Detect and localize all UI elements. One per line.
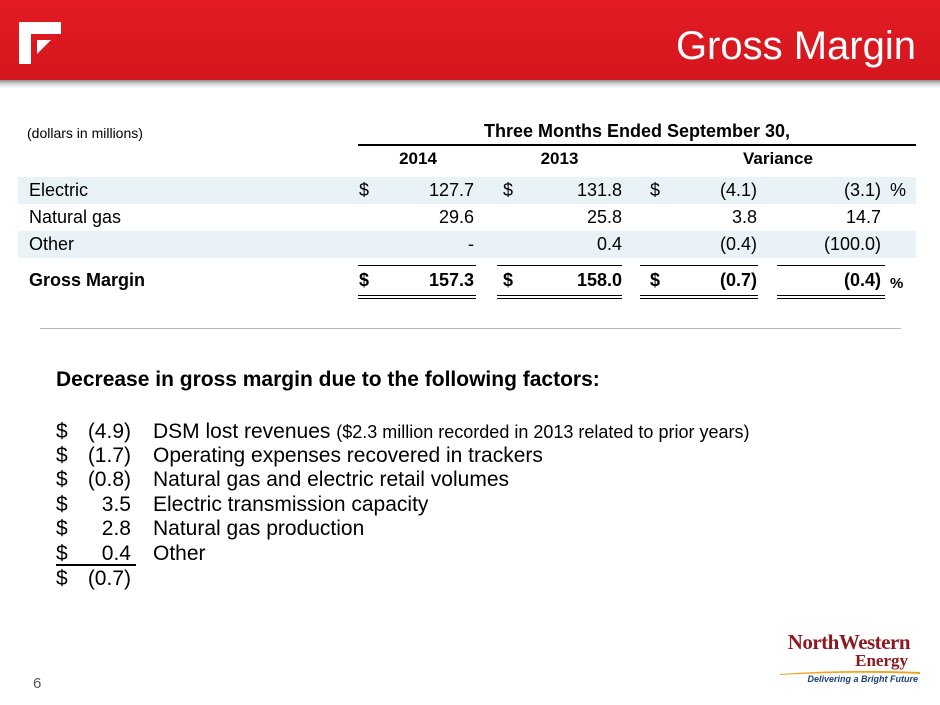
row-label: Other (29, 234, 75, 254)
factor-description: DSM lost revenues (153, 420, 331, 443)
total-rule-2014 (358, 265, 476, 266)
cell-variance-percent: 14.7 (845, 207, 881, 227)
total-rule-percent (777, 265, 885, 266)
table-row-other: Other - 0.4 (0.4) (100.0) (18, 231, 916, 258)
brand-energy: Energy (855, 651, 908, 670)
brand-name: NorthWestern (787, 630, 911, 654)
cell-percent-sign: % (890, 275, 904, 292)
factor-amount: (0.7) (87, 567, 131, 590)
cell-variance-currency: $ (650, 180, 661, 200)
period-header: Three Months Ended September 30, (483, 121, 791, 141)
factor-sum-underline (56, 564, 136, 566)
page-title: Gross Margin (675, 24, 916, 68)
cell-2013-value: 0.4 (596, 234, 622, 254)
factor-description: Operating expenses recovered in trackers (153, 444, 543, 467)
double-rule-variance-bottom (640, 298, 758, 299)
factor-description: Natural gas and electric retail volumes (153, 468, 509, 491)
cell-2014-value: 157.3 (428, 270, 474, 290)
total-rule-2013 (497, 265, 622, 266)
factor-currency: $ (56, 468, 68, 491)
factor-description: Electric transmission capacity (153, 493, 429, 516)
cell-variance-percent: (0.4) (843, 270, 881, 290)
factor-amount: (0.8) (87, 468, 131, 491)
cell-2013-value: 131.8 (576, 180, 622, 200)
northwestern-energy-logo: NorthWestern Energy Delivering a Bright … (780, 628, 920, 688)
row-label: Gross Margin (29, 270, 146, 290)
header-shadow (0, 80, 940, 88)
units-note: (dollars in millions) (27, 125, 143, 141)
cell-variance-currency: $ (650, 270, 661, 290)
row-label: Natural gas (29, 207, 122, 227)
double-rule-2013-top (497, 295, 622, 296)
brand-tagline: Delivering a Bright Future (807, 674, 918, 684)
factor-amount: (1.7) (87, 444, 131, 467)
factors-heading: Decrease in gross margin due to the foll… (56, 368, 600, 391)
cell-2014-value: 29.6 (438, 207, 474, 227)
factor-description: Other (153, 542, 206, 565)
brand-swoosh-icon (780, 670, 920, 675)
cell-2014-currency: $ (359, 270, 370, 290)
table-row-natural-gas: Natural gas 29.6 25.8 3.8 14.7 (18, 204, 916, 231)
factor-currency: $ (56, 567, 68, 590)
factor-currency: $ (56, 444, 68, 467)
corner-logo-icon (19, 22, 61, 64)
double-rule-percent-top (777, 295, 885, 296)
factor-amount: 0.4 (101, 542, 131, 565)
header-bar: Gross Margin (0, 0, 940, 80)
cell-variance-value: (0.4) (719, 234, 757, 254)
cell-variance-percent: (100.0) (823, 234, 881, 254)
table-row-gross-margin: Gross Margin $ 157.3 $ 158.0 $ (0.7) (0.… (18, 267, 916, 294)
cell-2014-value: 127.7 (428, 180, 474, 200)
cell-2014-currency: $ (359, 180, 370, 200)
column-header-variance: Variance (743, 149, 813, 168)
cell-2013-currency: $ (503, 270, 514, 290)
cell-variance-value: (0.7) (719, 270, 757, 290)
factor-amount: 3.5 (101, 493, 131, 516)
factor-amount: (4.9) (87, 420, 131, 443)
cell-2013-value: 25.8 (586, 207, 622, 227)
cell-percent-sign: % (890, 180, 907, 200)
cell-variance-value: (4.1) (719, 180, 757, 200)
column-header-2014: 2014 (399, 149, 437, 168)
total-rule-variance (640, 265, 758, 266)
cell-variance-percent: (3.1) (843, 180, 881, 200)
column-header-2013: 2013 (540, 149, 579, 168)
table-row-electric: Electric $ 127.7 $ 131.8 $ (4.1) (3.1) % (18, 177, 916, 204)
factor-currency: $ (56, 542, 68, 565)
double-rule-2013-bottom (497, 298, 622, 299)
factor-currency: $ (56, 517, 68, 540)
factor-description: Natural gas production (153, 517, 365, 540)
double-rule-2014-top (358, 295, 476, 296)
factor-currency: $ (56, 420, 68, 443)
section-divider (40, 328, 901, 329)
factor-currency: $ (56, 493, 68, 516)
factor-description-wrap: DSM lost revenues ($2.3 million recorded… (153, 419, 749, 445)
cell-2013-currency: $ (503, 180, 514, 200)
cell-2013-value: 158.0 (576, 270, 622, 290)
page-number: 6 (33, 675, 42, 692)
double-rule-2014-bottom (358, 298, 476, 299)
double-rule-percent-bottom (777, 298, 885, 299)
period-header-rule (358, 144, 916, 146)
cell-2014-value: - (468, 234, 474, 254)
factor-detail: ($2.3 million recorded in 2013 related t… (336, 422, 750, 442)
cell-variance-value: 3.8 (731, 207, 757, 227)
double-rule-variance-top (640, 295, 758, 296)
factor-amount: 2.8 (101, 517, 131, 540)
row-label: Electric (29, 180, 89, 200)
